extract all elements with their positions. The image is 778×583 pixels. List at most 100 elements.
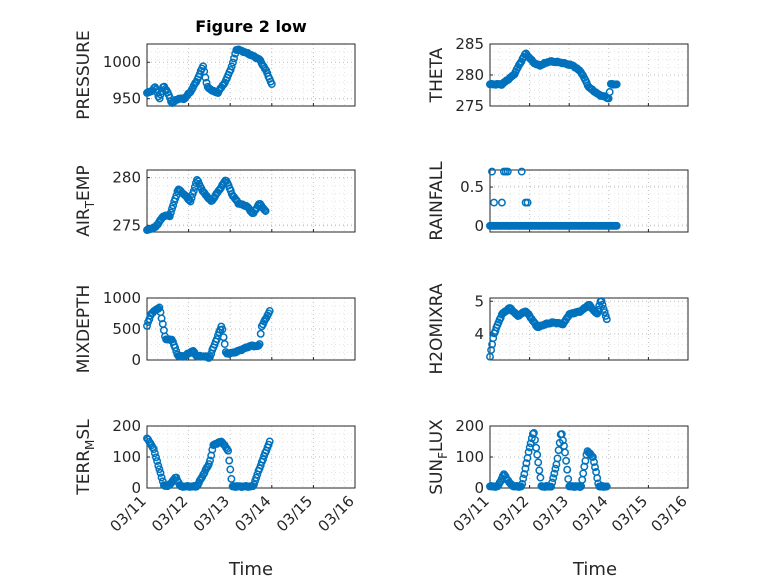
data-point <box>534 458 543 467</box>
axes-box <box>146 169 356 233</box>
data-point <box>150 449 159 458</box>
data-point <box>185 196 194 205</box>
data-point <box>548 478 557 487</box>
data-point <box>533 450 542 459</box>
data-point <box>579 469 588 478</box>
axes-box <box>489 297 689 361</box>
data-point <box>256 329 265 338</box>
data-point <box>186 197 195 206</box>
data-point <box>549 474 558 483</box>
x-tick-label: 03/11 <box>107 492 150 535</box>
data-point <box>220 340 229 349</box>
data-point <box>206 456 214 465</box>
data-point <box>517 167 526 176</box>
data-point <box>143 321 151 330</box>
subplot-theta: 275 280 285 THETA <box>427 35 689 115</box>
data-point <box>612 221 621 230</box>
data-point <box>204 460 213 469</box>
subplot-pressure: 950 1000 PRESSURE <box>74 30 356 120</box>
data-point <box>561 448 569 457</box>
data-point <box>267 80 276 89</box>
y-tick-label: 0.5 <box>460 178 484 196</box>
data-point <box>563 465 572 474</box>
data-point <box>547 482 556 491</box>
data-point <box>154 461 163 470</box>
x-tick-label: 03/16 <box>315 492 358 535</box>
data-point <box>226 65 235 74</box>
data-point <box>201 73 210 82</box>
y-tick-label: 950 <box>112 90 141 108</box>
subplot-air_temp: 275 280 AIRTEMP <box>74 165 356 237</box>
data-point <box>594 305 603 314</box>
data-point <box>259 455 267 464</box>
data-point <box>228 58 237 67</box>
data-point <box>187 194 196 202</box>
data-point <box>524 448 533 457</box>
data-point <box>255 55 264 64</box>
data-point <box>227 62 236 71</box>
y-tick-label: 5 <box>474 292 484 310</box>
data-point <box>532 443 541 452</box>
data-point <box>590 458 598 466</box>
data-point <box>166 208 175 217</box>
data-point <box>152 453 160 462</box>
data-point <box>227 474 236 483</box>
y-axis-label: SUNFLUX <box>427 419 450 495</box>
data-point <box>553 454 562 463</box>
data-point <box>157 473 166 482</box>
y-tick-label: 100 <box>455 448 484 466</box>
subplot-rainfall: 0 0.5 RAINFALL <box>427 161 689 241</box>
data-point <box>250 480 258 489</box>
x-axis-label-right: Time <box>572 559 617 580</box>
y-tick-label: 0 <box>474 479 484 497</box>
subplot-h2omixra: 4 5 H2OMIXRA <box>427 283 689 375</box>
data-point <box>261 207 270 215</box>
figure-title: Figure 2 low <box>195 17 307 36</box>
data-point <box>562 456 571 465</box>
data-point <box>156 468 165 477</box>
data-point <box>588 453 597 461</box>
data-point <box>578 475 587 484</box>
data-point <box>155 465 164 474</box>
data-point <box>155 303 164 312</box>
y-tick-label: 280 <box>112 169 141 187</box>
data-point <box>255 340 264 349</box>
y-axis-label: PRESSURE <box>74 30 94 119</box>
x-tick-label: 03/16 <box>648 492 691 535</box>
data-point <box>265 307 274 315</box>
data-point <box>171 343 180 352</box>
y-axis-label: THETA <box>427 47 447 103</box>
data-point <box>497 198 506 207</box>
data-point <box>495 478 504 487</box>
data-point <box>212 335 221 344</box>
data-point <box>261 315 270 324</box>
data-point <box>169 201 178 210</box>
y-tick-label: 275 <box>455 97 484 115</box>
data-point <box>602 315 611 324</box>
data-point <box>489 334 498 343</box>
data-point <box>602 482 611 491</box>
data-point <box>265 437 274 446</box>
y-tick-label: 0 <box>131 351 141 369</box>
data-point <box>165 212 174 221</box>
data-point <box>518 479 527 488</box>
data-point <box>522 459 531 468</box>
data-point <box>189 187 198 195</box>
data-point <box>149 445 158 454</box>
data-point <box>536 473 545 482</box>
data-point <box>226 465 235 474</box>
data-point <box>612 80 621 89</box>
data-point <box>260 205 269 214</box>
data-point <box>488 167 496 176</box>
data-point <box>224 446 233 455</box>
y-tick-label: 200 <box>112 417 141 435</box>
data-point <box>218 325 227 334</box>
y-tick-label: 100 <box>112 448 141 466</box>
data-point <box>605 88 614 96</box>
data-point <box>529 428 538 437</box>
data-point <box>535 466 544 475</box>
data-point <box>199 62 208 71</box>
